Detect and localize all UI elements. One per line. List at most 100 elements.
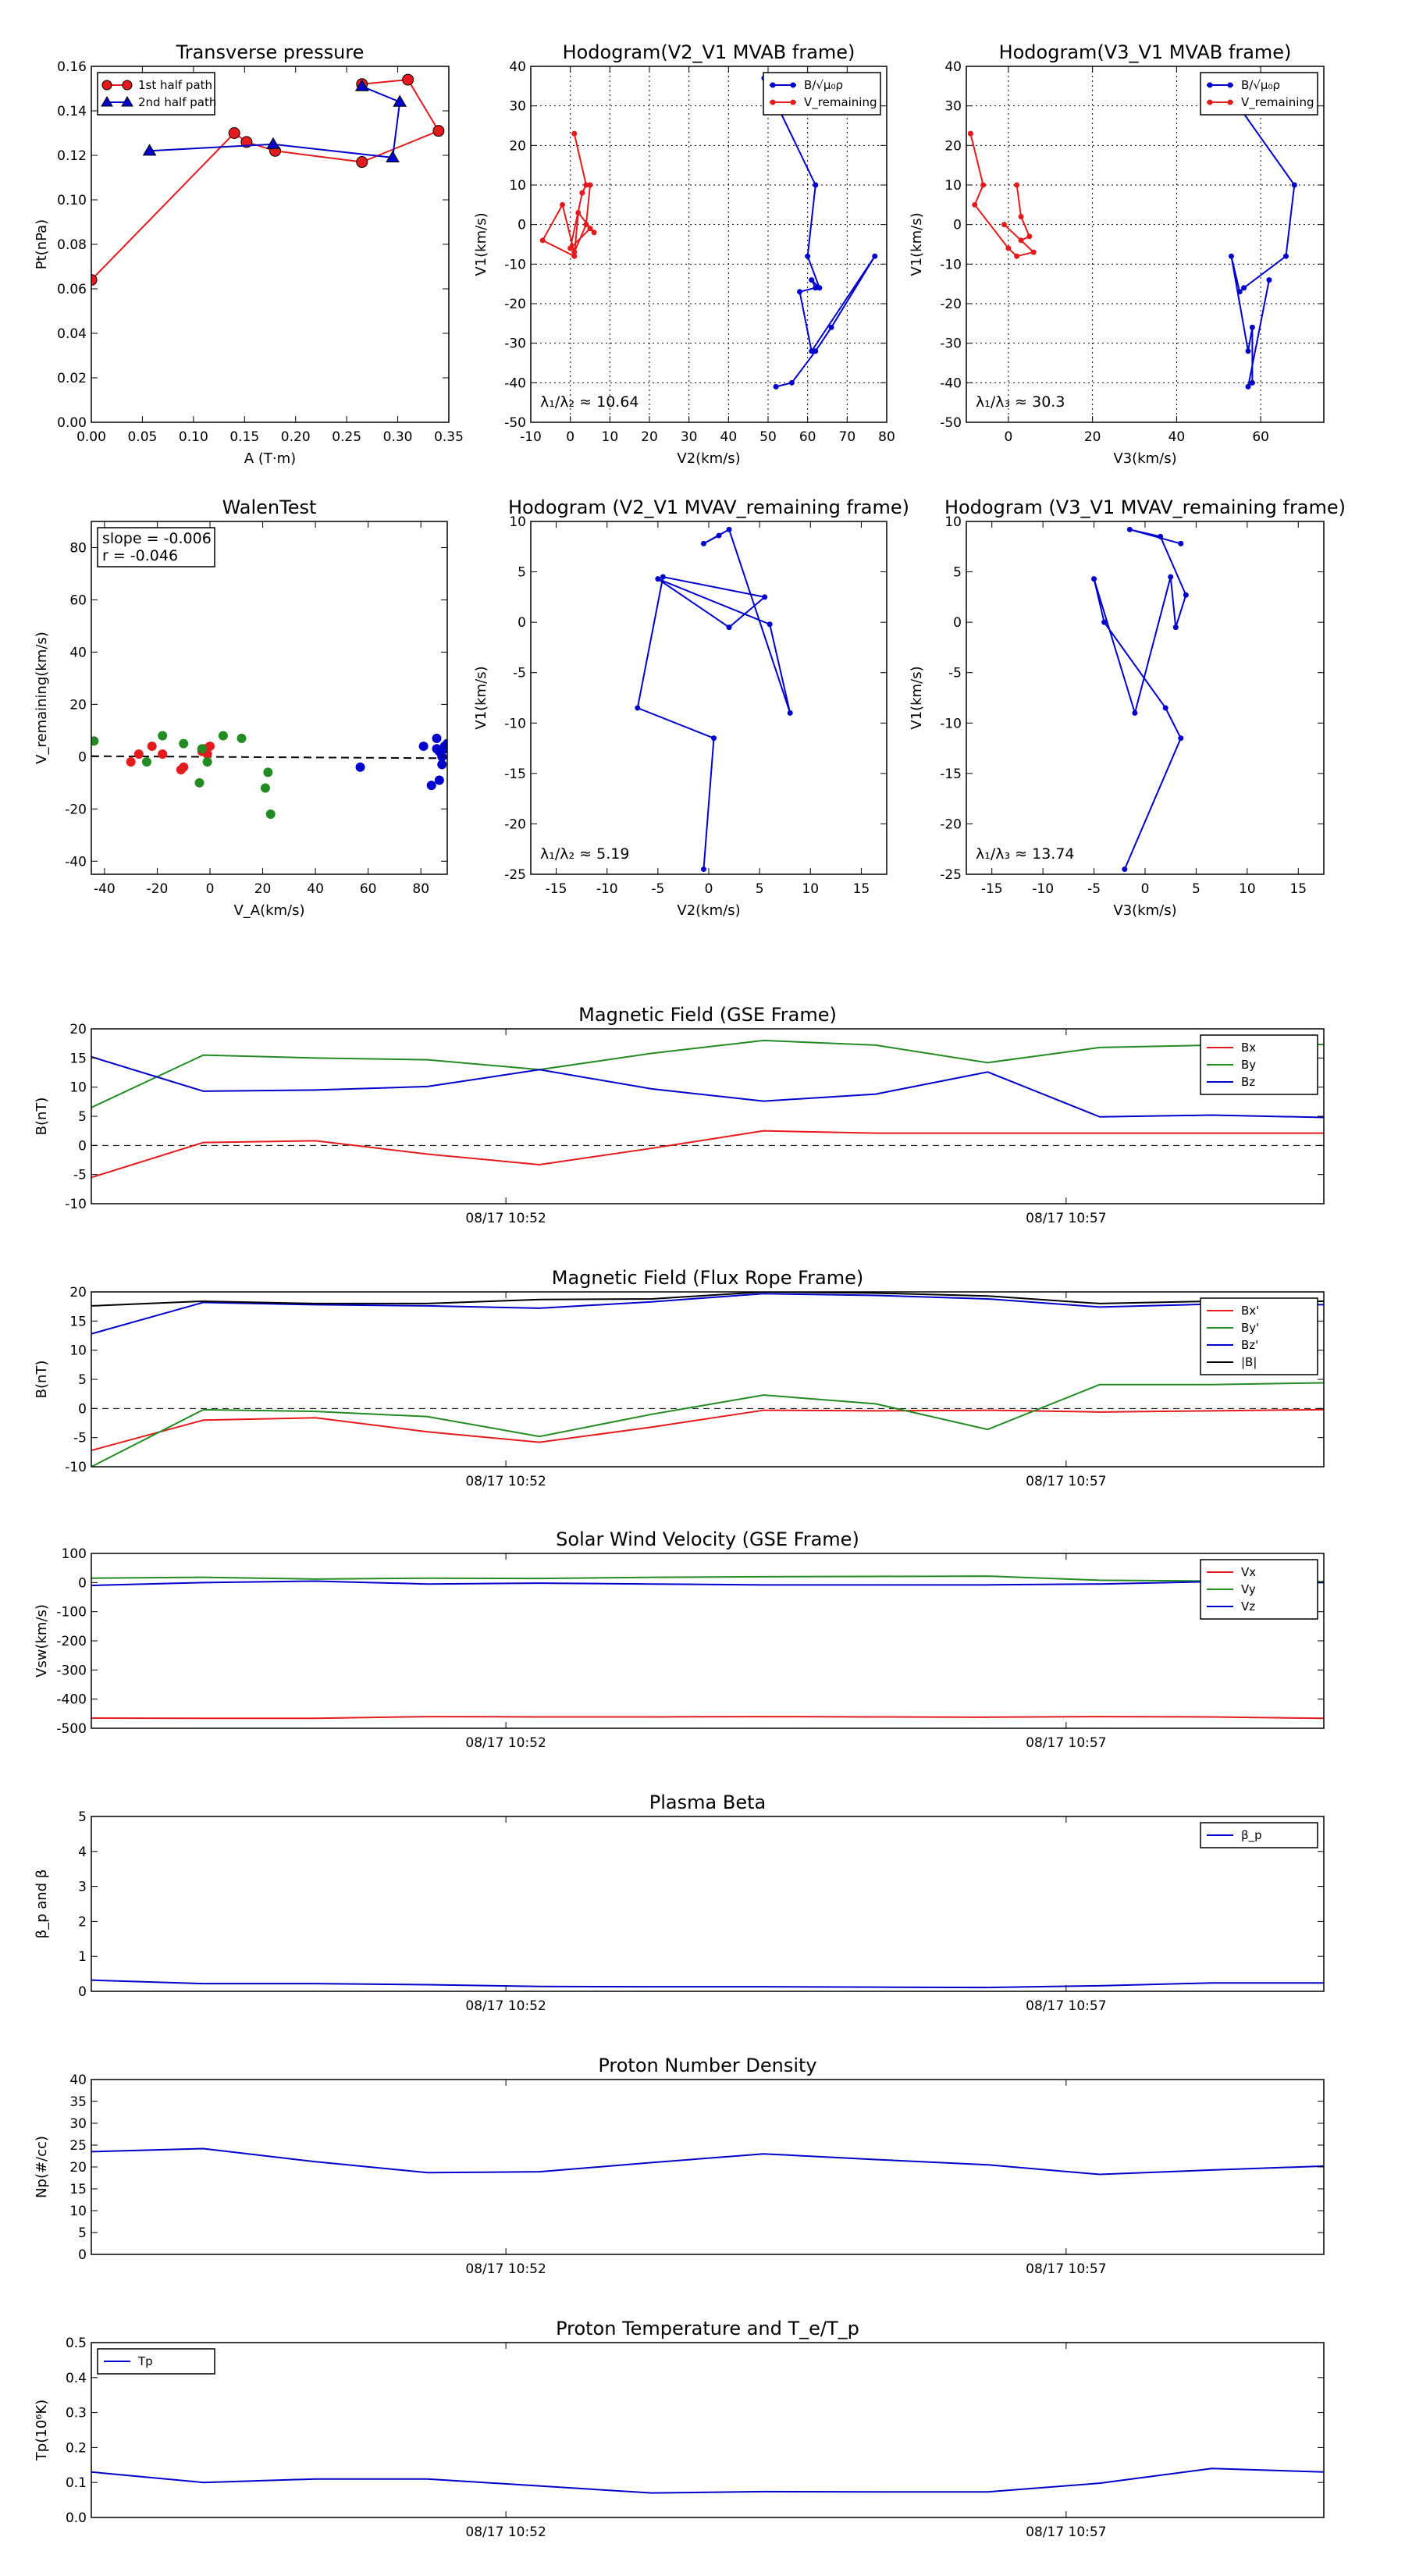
data-point xyxy=(1014,253,1020,259)
series-group xyxy=(91,1575,1324,1720)
data-point xyxy=(813,182,819,188)
y-tick-label: 0.06 xyxy=(57,282,87,297)
series-group xyxy=(91,731,447,819)
axes-frame xyxy=(91,1291,1325,1468)
y-tick-label: -400 xyxy=(56,1692,87,1708)
series-line-0 xyxy=(763,77,876,388)
series-line-0 xyxy=(91,1408,1324,1452)
annotation-text: λ₁/λ₃ ≈ 13.74 xyxy=(976,845,1075,863)
chart-title: Hodogram (V2_V1 MVAV_remaining frame) xyxy=(508,496,909,518)
data-point xyxy=(579,190,585,196)
x-tick-label: 0 xyxy=(206,881,215,897)
y-tick-label: 20 xyxy=(69,697,87,713)
y-axis-label: V1(km/s) xyxy=(909,212,925,276)
series-group xyxy=(91,73,445,286)
data-point xyxy=(355,762,365,772)
y-tick-label: -20 xyxy=(940,297,962,312)
y-tick-label: -5 xyxy=(948,666,962,681)
y-tick-label: 0 xyxy=(78,2247,87,2263)
data-point xyxy=(1245,383,1251,390)
data-point xyxy=(1183,592,1189,598)
chart-panel-1: -50 -40 -30 -20 -10 0 10 20 30 40 -10 0 10 20 30 40 50 60… xyxy=(473,41,895,467)
chart-panel-7: -10 -5 0 5 10 15 20 08/17 10:52 08/17 10:57 Magne… xyxy=(34,1267,1325,1489)
x-tick-label: 50 xyxy=(759,429,777,445)
data-point xyxy=(426,781,436,791)
y-tick-label: -15 xyxy=(504,767,526,782)
chart-title: Hodogram(V2_V1 MVAB frame) xyxy=(563,41,855,63)
y-tick-label: 0.5 xyxy=(66,2336,87,2351)
legend-label: Vy xyxy=(1241,1582,1256,1596)
y-tick-label: -20 xyxy=(65,802,87,817)
x-tick-label: 08/17 10:52 xyxy=(465,1211,546,1226)
stats-box-frame xyxy=(97,527,215,568)
y-tick-label: -40 xyxy=(940,375,962,391)
y-tick-label: -30 xyxy=(504,336,526,352)
legend-label: Vz xyxy=(1241,1599,1255,1614)
chart-panel-3: -40 -20 0 20 40 60 80 -40 -20 0 20 40 60 80 WalenTest V… xyxy=(34,496,448,919)
x-tick-label: 10 xyxy=(602,429,619,445)
fit-line xyxy=(91,755,448,760)
x-axis-label: V_A(km/s) xyxy=(233,902,304,919)
legend-label: 2nd half path xyxy=(138,95,216,109)
data-point xyxy=(263,767,273,777)
y-axis-label: V1(km/s) xyxy=(473,212,489,276)
legend-label: Bz xyxy=(1241,1075,1255,1089)
data-point xyxy=(1162,705,1168,711)
chart-panel-4: -25 -20 -15 -10 -5 0 5 10 -15 -10 -5 0 5 10 15 Hodogram… xyxy=(473,496,909,919)
data-point xyxy=(560,201,566,208)
chart-title: Hodogram (V3_V1 MVAV_remaining frame) xyxy=(944,496,1346,518)
series-line-0 xyxy=(1218,77,1296,390)
legend-marker xyxy=(101,96,113,107)
data-point xyxy=(402,73,414,86)
axes-frame xyxy=(91,1553,1325,1729)
x-tick-label: 08/17 10:57 xyxy=(1026,2261,1106,2277)
y-tick-label: 20 xyxy=(69,1022,87,1037)
x-tick-label: 60 xyxy=(799,429,816,445)
data-point xyxy=(1178,540,1184,546)
data-point xyxy=(809,348,815,354)
series-line-0 xyxy=(91,1716,1324,1720)
axes-frame xyxy=(91,521,448,875)
x-tick-label: 08/17 10:52 xyxy=(465,2524,546,2540)
x-tick-label: 0 xyxy=(1004,429,1012,445)
chart-title: Proton Temperature and T_e/T_p xyxy=(556,2318,859,2339)
data-point xyxy=(575,209,582,215)
y-tick-label: -50 xyxy=(504,415,526,431)
data-point xyxy=(587,226,593,232)
y-tick-label: 0.10 xyxy=(57,193,87,208)
data-point xyxy=(571,253,578,259)
x-tick-label: -40 xyxy=(94,881,116,897)
x-tick-label: 60 xyxy=(360,881,377,897)
x-tick-label: 08/17 10:57 xyxy=(1026,1211,1106,1226)
legend-label: |B| xyxy=(1241,1355,1257,1369)
y-tick-label: 10 xyxy=(509,178,526,194)
data-point xyxy=(762,594,768,600)
x-tick-label: 0.10 xyxy=(179,429,208,445)
y-axis-label: B(nT) xyxy=(34,1098,50,1136)
data-point xyxy=(91,274,98,286)
series-line-0 xyxy=(91,1979,1324,1989)
y-axis-label: V1(km/s) xyxy=(473,666,489,729)
legend-frame xyxy=(1200,72,1318,116)
y-tick-label: 5 xyxy=(78,1809,87,1825)
y-tick-label: 20 xyxy=(69,1285,87,1300)
y-tick-label: 5 xyxy=(518,565,526,581)
data-point xyxy=(147,741,157,751)
y-axis-label: Tp(10⁶K) xyxy=(34,2400,50,2461)
y-tick-label: -20 xyxy=(504,817,526,832)
x-tick-label: 0.30 xyxy=(383,429,413,445)
series-group xyxy=(91,2467,1324,2494)
data-point xyxy=(205,741,215,751)
stats-line: r = -0.046 xyxy=(102,547,178,564)
legend-frame xyxy=(763,72,881,116)
x-tick-label: 5 xyxy=(1192,881,1200,897)
x-tick-label: -15 xyxy=(546,881,567,897)
y-tick-label: 10 xyxy=(944,178,962,194)
data-point xyxy=(591,229,597,236)
data-point xyxy=(816,285,823,291)
axes-frame xyxy=(91,2342,1325,2518)
axes-frame xyxy=(530,66,887,423)
data-point xyxy=(539,237,546,244)
x-tick-label: 08/17 10:57 xyxy=(1026,2524,1106,2540)
y-tick-label: 15 xyxy=(69,2182,87,2197)
